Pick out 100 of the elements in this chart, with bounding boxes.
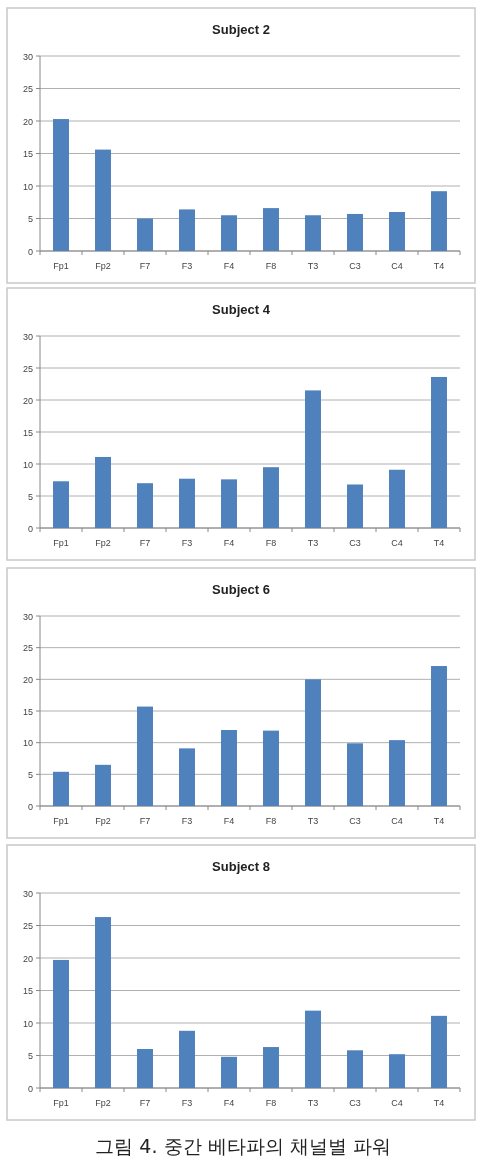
y-tick-label: 25 [22, 363, 33, 374]
bar [53, 771, 69, 806]
x-tick-label: F8 [265, 1098, 277, 1108]
bar [179, 748, 195, 806]
bar [347, 1050, 363, 1088]
bar [389, 469, 405, 528]
y-tick-label: 15 [22, 427, 33, 438]
y-tick-label: 10 [22, 181, 33, 192]
bar [389, 740, 405, 806]
x-tick-label: Fp1 [53, 1098, 69, 1108]
bar [53, 119, 69, 251]
y-tick-label: 5 [27, 214, 33, 224]
x-tick-label: F7 [139, 261, 151, 271]
bar [431, 1015, 447, 1088]
x-tick-label: F3 [181, 1098, 193, 1108]
bar [95, 917, 111, 1088]
bar [347, 484, 363, 528]
bar [179, 478, 195, 528]
bar [305, 390, 321, 528]
bar [305, 679, 321, 806]
bar [221, 1056, 237, 1088]
y-tick-label: 0 [27, 801, 33, 812]
x-tick-label: C4 [391, 1098, 403, 1108]
x-tick-label: C3 [349, 816, 361, 826]
y-tick-label: 20 [22, 953, 33, 964]
x-tick-label: Fp1 [53, 538, 69, 548]
chart-title: Subject 4 [212, 302, 271, 317]
y-tick-label: 5 [27, 1051, 33, 1061]
x-tick-label: Fp2 [95, 816, 111, 826]
y-tick-label: 10 [22, 738, 33, 749]
x-tick-label: Fp2 [95, 538, 111, 548]
x-tick-label: F7 [139, 1098, 151, 1108]
x-tick-label: C3 [349, 261, 361, 271]
x-tick-label: C4 [391, 538, 403, 548]
y-tick-label: 0 [27, 523, 33, 534]
bar [305, 215, 321, 251]
bar [263, 467, 279, 528]
y-tick-label: 0 [27, 1083, 33, 1094]
y-tick-label: 10 [22, 1018, 33, 1029]
bar [137, 706, 153, 806]
x-tick-label: Fp1 [53, 261, 69, 271]
bar [263, 730, 279, 806]
x-tick-label: F3 [181, 261, 193, 271]
x-tick-label: T3 [307, 816, 319, 826]
y-tick-label: 25 [22, 84, 33, 94]
x-tick-label: F3 [181, 816, 193, 826]
caption: 그림 4. 중간 베타파의 채널별 파워 [95, 1135, 391, 1157]
x-tick-label: F8 [265, 538, 277, 548]
bar [431, 666, 447, 806]
bar [221, 730, 237, 806]
bar [263, 208, 279, 251]
x-tick-label: T4 [433, 261, 445, 271]
x-tick-label: F8 [265, 816, 277, 826]
bar [137, 1049, 153, 1088]
bar [137, 218, 153, 251]
y-tick-label: 0 [27, 246, 33, 257]
x-tick-label: T3 [307, 538, 319, 548]
x-tick-label: T3 [307, 261, 319, 271]
y-tick-label: 20 [22, 395, 33, 406]
x-tick-label: C4 [391, 816, 403, 826]
bar [221, 479, 237, 528]
chart-title: Subject 8 [212, 859, 270, 874]
x-tick-label: F7 [139, 538, 151, 548]
bar [431, 191, 447, 251]
x-tick-label: F4 [223, 816, 235, 826]
bar [221, 215, 237, 251]
y-tick-label: 15 [22, 149, 33, 159]
bar [263, 1047, 279, 1088]
bar [179, 1030, 195, 1088]
x-tick-label: F7 [139, 816, 151, 826]
bar [389, 212, 405, 251]
x-tick-label: F4 [223, 261, 235, 271]
y-tick-label: 30 [22, 331, 33, 342]
x-tick-label: C3 [349, 1098, 361, 1108]
chart-title: Subject 2 [212, 22, 270, 37]
y-tick-label: 30 [22, 611, 33, 622]
y-tick-label: 15 [22, 986, 33, 996]
y-tick-label: 30 [22, 888, 33, 899]
y-tick-label: 20 [22, 116, 33, 127]
bar [179, 209, 195, 251]
bar [347, 213, 363, 251]
bar [137, 483, 153, 528]
x-tick-label: Fp2 [95, 1098, 111, 1108]
x-tick-label: T4 [433, 816, 445, 826]
x-tick-label: C4 [391, 261, 403, 271]
x-tick-label: Fp1 [53, 816, 69, 826]
y-tick-label: 20 [22, 674, 33, 685]
x-tick-label: T3 [307, 1098, 319, 1108]
y-tick-label: 10 [22, 459, 33, 470]
bar [389, 1054, 405, 1088]
bar [305, 1010, 321, 1088]
x-tick-label: F8 [265, 261, 277, 271]
bar [347, 743, 363, 806]
bar [95, 149, 111, 251]
x-tick-label: F4 [223, 1098, 235, 1108]
bar [95, 456, 111, 528]
chart-title: Subject 6 [212, 582, 270, 597]
x-tick-label: F3 [181, 538, 193, 548]
y-tick-label: 15 [22, 706, 33, 717]
bar [95, 764, 111, 806]
